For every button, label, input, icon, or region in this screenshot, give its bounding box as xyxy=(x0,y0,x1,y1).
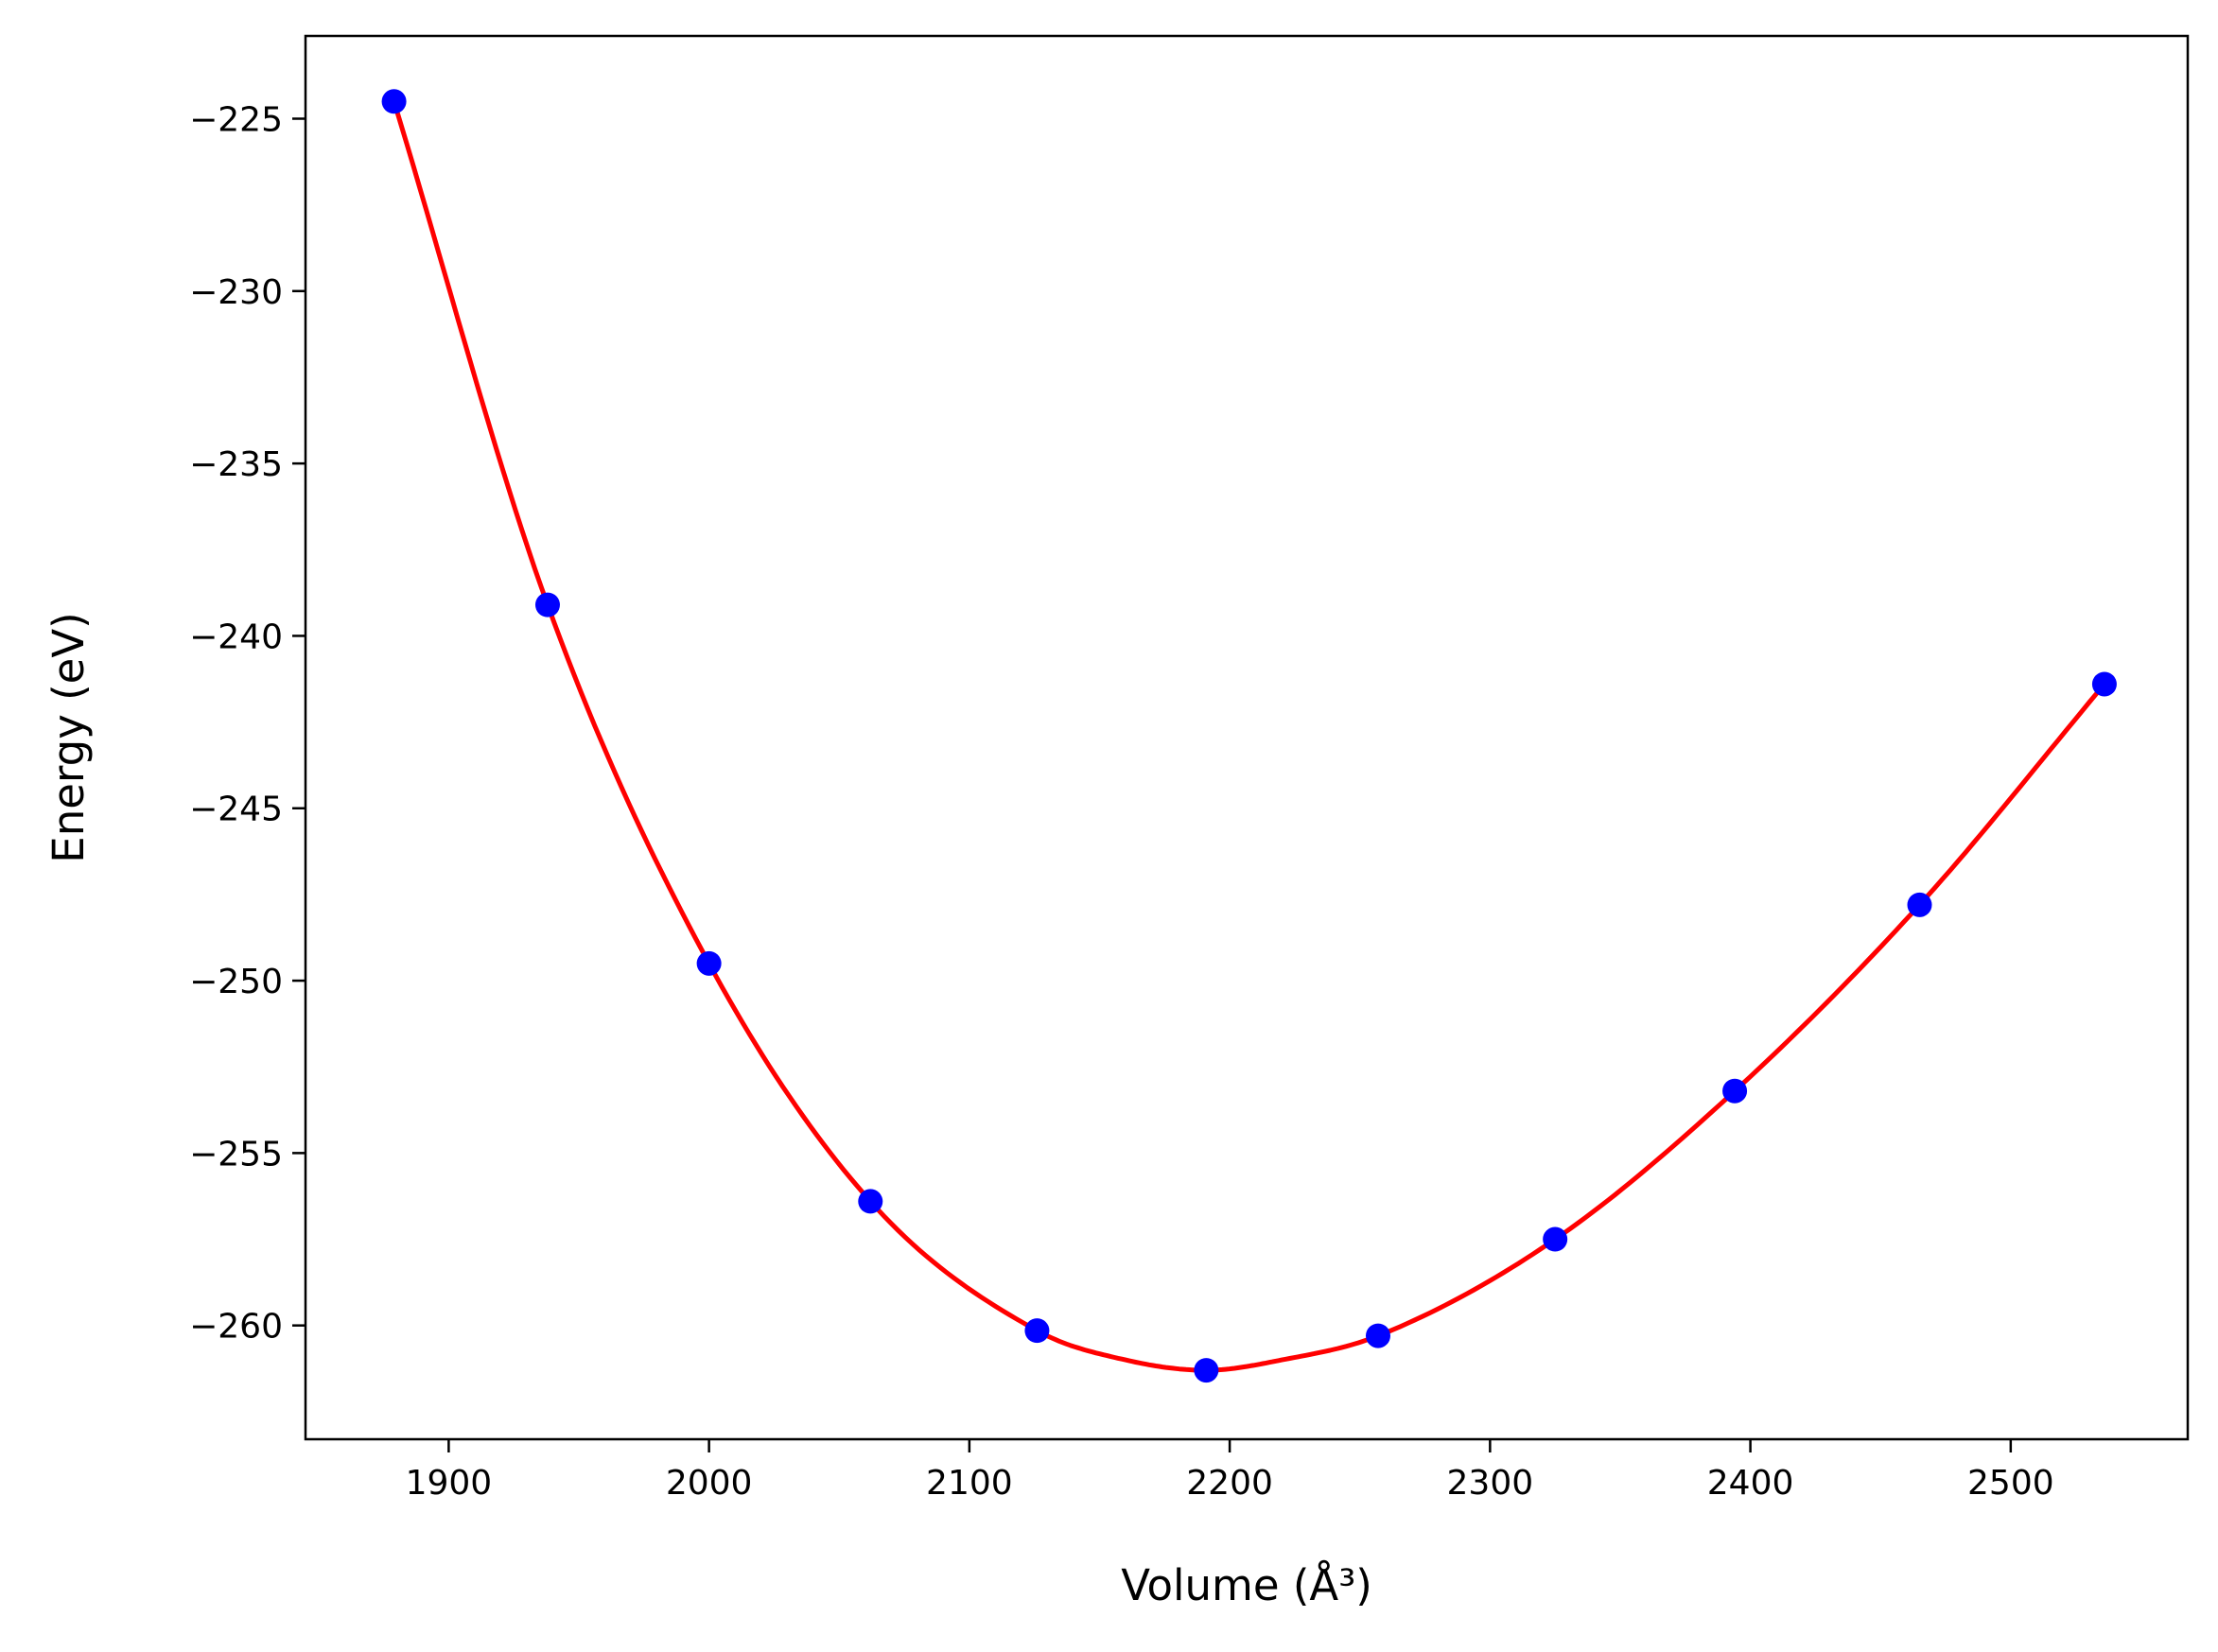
data-point xyxy=(1194,1358,1219,1383)
x-axis-title: Volume (Å³) xyxy=(1121,1560,1372,1610)
y-tick-label: −250 xyxy=(189,963,283,1001)
y-tick-label: −240 xyxy=(189,617,283,656)
x-tick-label: 1900 xyxy=(406,1464,493,1503)
data-point xyxy=(381,89,407,114)
plot-frame xyxy=(304,34,2190,1441)
data-point xyxy=(534,592,560,617)
data-point xyxy=(1722,1078,1748,1104)
data-point xyxy=(1365,1323,1390,1348)
data-point xyxy=(858,1189,883,1214)
x-tick-label: 2400 xyxy=(1707,1464,1794,1503)
x-tick-label: 2100 xyxy=(926,1464,1013,1503)
y-axis: −225 −230 −235 −240 −245 −250 −255 −260 xyxy=(189,101,306,1347)
y-tick-label: −255 xyxy=(189,1135,283,1174)
data-point xyxy=(696,950,722,976)
y-tick-label: −235 xyxy=(189,445,283,484)
data-point xyxy=(2091,671,2117,697)
data-point xyxy=(1024,1318,1050,1344)
x-axis: 1900 2000 2100 2200 2300 2400 2500 xyxy=(406,1439,2054,1503)
data-point xyxy=(1907,892,1932,917)
y-axis-title: Energy (eV) xyxy=(44,612,94,862)
x-tick-label: 2000 xyxy=(666,1464,753,1503)
x-tick-label: 2500 xyxy=(1967,1464,2054,1503)
data-point xyxy=(1543,1226,1568,1252)
y-tick-label: −225 xyxy=(189,101,283,140)
y-tick-label: −245 xyxy=(189,791,283,829)
plot-layer xyxy=(381,89,2117,1383)
y-tick-label: −260 xyxy=(189,1308,283,1347)
y-tick-label: −230 xyxy=(189,273,283,312)
x-tick-label: 2300 xyxy=(1447,1464,1534,1503)
x-tick-label: 2200 xyxy=(1186,1464,1273,1503)
